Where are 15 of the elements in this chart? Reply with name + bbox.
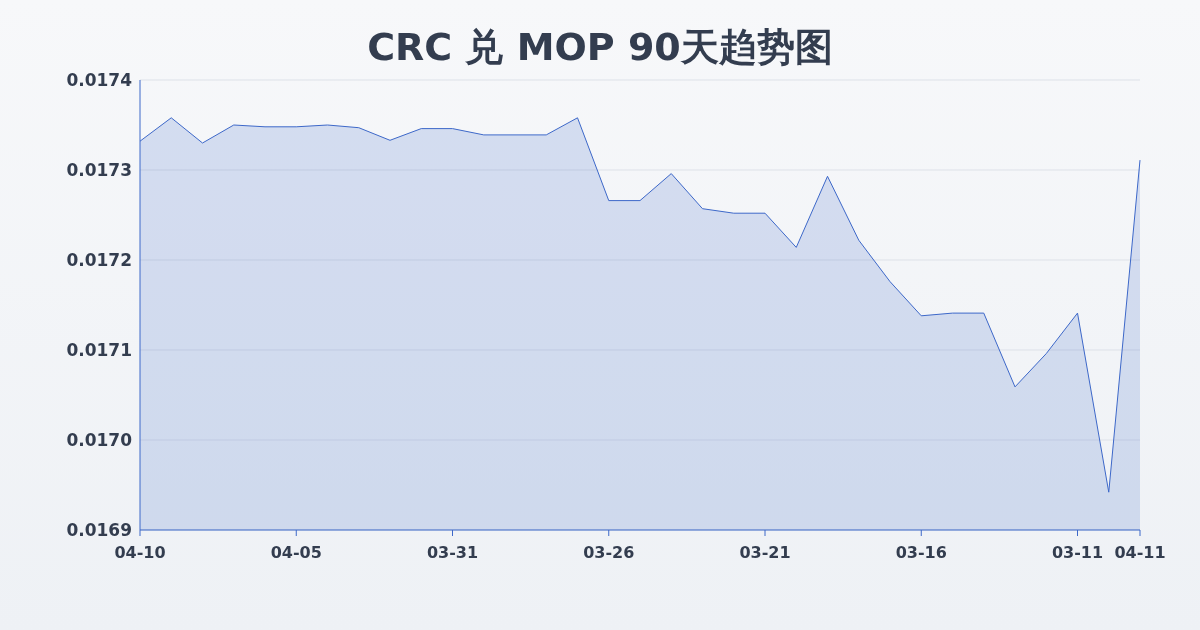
y-tick-label: 0.0171 bbox=[66, 339, 132, 360]
y-tick-label: 0.0170 bbox=[66, 429, 133, 450]
x-tick-label: 03-21 bbox=[739, 543, 791, 562]
x-tick-label: 03-16 bbox=[895, 543, 947, 562]
x-tick-label: 04-10 bbox=[114, 543, 166, 562]
x-tick-label: 03-31 bbox=[426, 543, 479, 562]
x-tick-label: 03-26 bbox=[583, 543, 635, 562]
x-tick-label: 04-11 bbox=[1114, 543, 1166, 562]
y-tick-label: 0.0169 bbox=[66, 519, 132, 540]
chart-title: CRC 兑 MOP 90天趋势图 bbox=[367, 25, 833, 69]
y-tick-label: 0.0173 bbox=[66, 159, 132, 180]
y-tick-label: 0.0172 bbox=[66, 249, 132, 270]
y-tick-label: 0.0174 bbox=[66, 69, 133, 90]
x-tick-label: 03-11 bbox=[1051, 543, 1104, 562]
x-tick-label: 04-05 bbox=[270, 543, 322, 562]
